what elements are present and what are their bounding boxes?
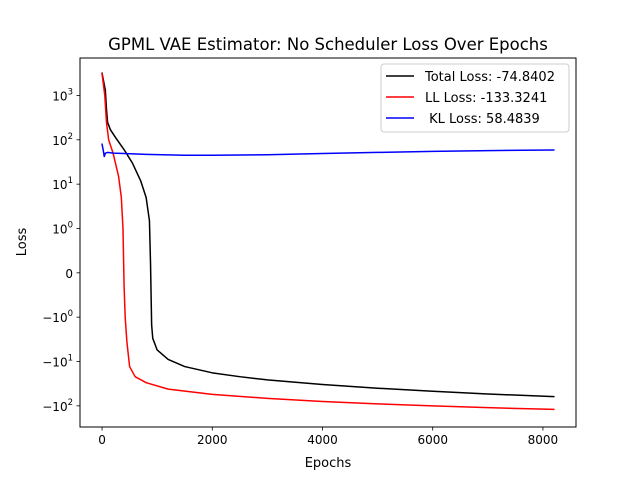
plot-area	[79, 57, 577, 428]
y-tick-base: 10	[52, 222, 67, 236]
chart-title: GPML VAE Estimator: No Scheduler Loss Ov…	[108, 35, 548, 54]
series-layer	[101, 72, 555, 411]
y-tick-base: 10	[52, 178, 67, 192]
y-tick-exponent: 1	[68, 176, 73, 186]
y-tick-label: 100	[52, 220, 73, 236]
y-tick-base: −10	[42, 356, 67, 370]
y-tick-base: −10	[42, 400, 67, 414]
legend-label-2: KL Loss: 58.4839	[425, 112, 540, 127]
x-tick-label: 2000	[197, 433, 228, 447]
y-tick-label: 103	[52, 87, 73, 103]
series-line-1	[101, 72, 555, 411]
y-tick-exponent: 0	[68, 220, 73, 230]
x-tick-label: 4000	[307, 433, 338, 447]
legend-label-0: Total Loss: -74.8402	[424, 70, 555, 85]
series-line-0	[101, 72, 555, 398]
y-tick-label: −102	[42, 398, 73, 414]
y-tick-exponent: 0	[68, 309, 73, 319]
y-tick-exponent: 3	[68, 87, 73, 97]
legend: Total Loss: -74.8402 LL Loss: -133.3241 K…	[380, 63, 570, 133]
legend-box	[380, 63, 570, 133]
y-tick-exponent: 2	[68, 398, 73, 408]
y-tick-base: −10	[42, 311, 67, 325]
y-tick-label: −101	[42, 354, 73, 370]
legend-entries: Total Loss: -74.8402 LL Loss: -133.3241 K…	[386, 70, 555, 127]
y-axis-label: Loss	[15, 228, 30, 257]
y-tick-label: 0	[65, 267, 73, 281]
x-axis-label: Epochs	[305, 456, 352, 471]
y-tick-base: 0	[65, 267, 73, 281]
x-axis: 0 2000 4000 6000 8000	[98, 427, 558, 447]
y-tick-base: 10	[52, 89, 67, 103]
y-tick-exponent: 1	[68, 354, 73, 364]
y-tick-base: 10	[52, 134, 67, 148]
y-tick-exponent: 2	[68, 132, 73, 142]
y-tick-label: 101	[52, 176, 73, 192]
x-tick-label: 0	[98, 433, 106, 447]
y-tick-label: 102	[52, 132, 73, 148]
axes-frame	[79, 57, 577, 428]
x-tick-label: 8000	[528, 433, 559, 447]
series-line-2	[101, 143, 555, 158]
x-tick-label: 6000	[417, 433, 448, 447]
legend-label-1: LL Loss: -133.3241	[425, 91, 547, 106]
y-tick-label: −100	[42, 309, 73, 325]
